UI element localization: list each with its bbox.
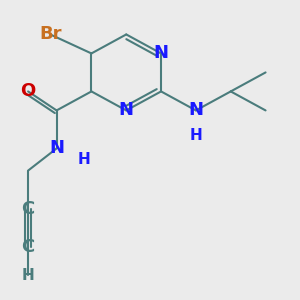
Text: N: N bbox=[49, 140, 64, 158]
Text: H: H bbox=[22, 268, 34, 283]
Text: N: N bbox=[119, 101, 134, 119]
Text: O: O bbox=[20, 82, 36, 100]
Text: H: H bbox=[190, 128, 202, 143]
Text: N: N bbox=[188, 101, 203, 119]
Text: C: C bbox=[22, 200, 35, 217]
Text: N: N bbox=[154, 44, 169, 62]
Text: Br: Br bbox=[39, 26, 62, 44]
Text: H: H bbox=[77, 152, 90, 167]
Text: C: C bbox=[22, 238, 35, 256]
